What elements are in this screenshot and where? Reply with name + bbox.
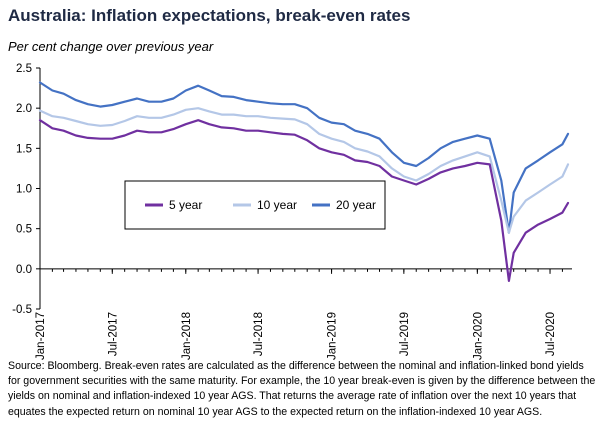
y-axis: 2.5 2.0 1.5 1.0 0.5 0.0 -0.5 <box>12 63 41 316</box>
series-layer <box>38 81 570 282</box>
y-tick-label: 0.0 <box>16 264 32 276</box>
x-axis: Jan-2017 Jul-2017 Jan-2018 Jul-2018 Jan-2019… <box>35 268 572 360</box>
y-tick-label: -0.5 <box>12 304 32 316</box>
x-tick-label: Jul-2020 <box>545 312 557 356</box>
x-tick-label: Jan-2017 <box>35 312 47 360</box>
legend-label-5-year: 5 year <box>169 198 202 212</box>
x-tick-label: Jan-2019 <box>327 312 339 360</box>
source-note: Source: Bloomberg. Break-even rates are … <box>8 360 596 418</box>
y-tick-label: 0.5 <box>16 224 32 236</box>
legend-label-10-year: 10 year <box>257 198 297 212</box>
y-tick-label: 2.0 <box>16 103 32 115</box>
series-line-5-year <box>38 119 570 282</box>
y-tick-label: 2.5 <box>16 63 32 75</box>
x-tick-label: Jul-2019 <box>399 312 411 356</box>
x-tick-label: Jan-2018 <box>181 312 193 360</box>
chart-title: Australia: Inflation expectations, break… <box>8 6 411 25</box>
y-axis-unit-label: Per cent change over previous year <box>8 39 214 54</box>
y-tick-label: 1.0 <box>16 184 32 196</box>
series-line-10-year <box>38 107 570 234</box>
x-tick-label: Jul-2017 <box>107 312 119 356</box>
x-tick-label: Jan-2020 <box>472 312 484 360</box>
x-tick-label: Jul-2018 <box>253 312 265 356</box>
line-chart: 2.52.01.51.00.50.0-0.5 Jan-2017 Jul-2017 J… <box>12 63 572 360</box>
legend-box <box>124 180 386 230</box>
series-line-20-year <box>38 81 570 234</box>
legend: 5 year 10 year 20 year <box>124 180 386 230</box>
legend-label-20-year: 20 year <box>336 198 376 212</box>
y-tick-label: 1.5 <box>16 143 32 155</box>
